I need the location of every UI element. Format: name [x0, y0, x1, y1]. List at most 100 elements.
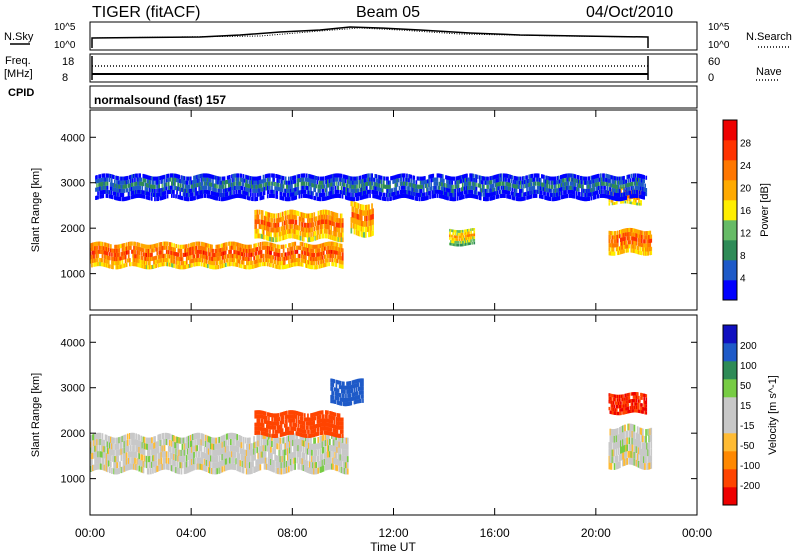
echo-cell — [118, 437, 121, 444]
echo-cell — [103, 250, 106, 255]
echo-cell — [452, 184, 455, 189]
echo-cell — [316, 192, 319, 197]
echo-cell — [231, 253, 233, 258]
echo-cell — [110, 442, 112, 449]
echo-cell — [392, 179, 394, 184]
echo-cell — [222, 263, 225, 268]
echo-cell — [369, 225, 371, 232]
echo-cell — [192, 196, 194, 201]
echo-cell — [177, 182, 179, 187]
echo-cell — [258, 250, 261, 255]
echo-cell — [361, 226, 364, 232]
echo-cell — [214, 183, 216, 188]
echo-cell — [291, 258, 293, 263]
echo-cell — [464, 234, 467, 238]
echo-cell — [287, 264, 289, 269]
echo-cell — [219, 260, 222, 265]
echo-cell — [291, 196, 293, 201]
echo-cell — [473, 241, 476, 245]
echo-cell — [323, 228, 326, 234]
echo-cell — [331, 190, 333, 195]
echo-cell — [382, 176, 385, 181]
echo-cell — [288, 255, 290, 260]
echo-cell — [642, 191, 644, 196]
echo-cell — [119, 244, 122, 249]
echo-cell — [323, 246, 326, 251]
echo-cell — [397, 194, 400, 199]
echo-cell — [464, 186, 466, 191]
echo-cell — [315, 176, 318, 181]
echo-cell — [533, 181, 536, 186]
echo-cell — [210, 194, 212, 199]
echo-cell — [335, 212, 338, 218]
echo-cell — [115, 253, 117, 258]
echo-cell — [581, 192, 583, 197]
echo-cell — [294, 179, 296, 184]
echo-cell — [564, 182, 566, 187]
echo-cell — [116, 175, 118, 180]
echo-cell — [635, 177, 638, 182]
echo-cell — [258, 224, 261, 229]
echo-cell — [282, 261, 285, 266]
echo-cell — [636, 194, 639, 199]
echo-cell — [526, 179, 528, 184]
echo-cell — [221, 184, 224, 189]
echo-cell — [513, 184, 516, 189]
echo-cell — [356, 180, 359, 185]
echo-cell — [92, 434, 94, 441]
echo-cell — [166, 178, 169, 183]
echo-cell — [114, 456, 116, 463]
echo-cell — [519, 188, 522, 193]
echo-cell — [204, 177, 207, 182]
echo-cell — [610, 183, 613, 188]
echo-cell — [504, 185, 506, 190]
echo-cell — [150, 192, 153, 197]
echo-cell — [639, 242, 642, 247]
echo-cell — [461, 229, 464, 233]
echo-cell — [231, 182, 233, 187]
echo-cell — [116, 443, 118, 450]
echo-cell — [547, 180, 549, 185]
echo-cell — [256, 214, 259, 220]
echo-cell — [247, 192, 250, 197]
echo-cell — [466, 190, 468, 195]
echo-cell — [217, 192, 219, 197]
echo-cell — [324, 176, 327, 181]
echo-cell — [107, 435, 110, 442]
echo-cell — [322, 263, 325, 268]
echo-cell — [99, 182, 101, 187]
echo-cell — [408, 178, 410, 183]
echo-cell — [255, 219, 258, 225]
echo-cell — [248, 244, 250, 249]
echo-cell — [237, 177, 240, 182]
echo-cell — [480, 176, 483, 181]
echo-cell — [583, 176, 585, 181]
echo-cell — [370, 181, 372, 186]
echo-cell — [341, 227, 344, 233]
echo-cell — [129, 258, 131, 263]
echo-cell — [362, 186, 365, 191]
echo-cell — [621, 245, 623, 250]
echo-cell — [439, 190, 442, 195]
echo-cell — [130, 241, 132, 246]
echo-cell — [138, 246, 141, 251]
echo-cell — [127, 241, 130, 246]
echo-cell — [587, 188, 590, 193]
echo-cell — [197, 190, 199, 195]
echo-cell — [221, 247, 224, 252]
echo-cell — [469, 185, 471, 190]
echo-cell — [597, 177, 600, 182]
echo-cell — [240, 260, 243, 265]
echo-cell — [467, 242, 469, 246]
echo-cell — [351, 176, 353, 181]
echo-cell — [499, 194, 502, 199]
echo-cell — [282, 192, 285, 197]
echo-cell — [238, 181, 241, 186]
echo-cell — [107, 460, 110, 467]
echo-cell — [547, 196, 549, 201]
echo-cell — [170, 246, 172, 251]
echo-cell — [93, 440, 95, 447]
echo-cell — [97, 451, 100, 458]
echo-cell — [122, 197, 125, 202]
echo-cell — [99, 186, 101, 191]
